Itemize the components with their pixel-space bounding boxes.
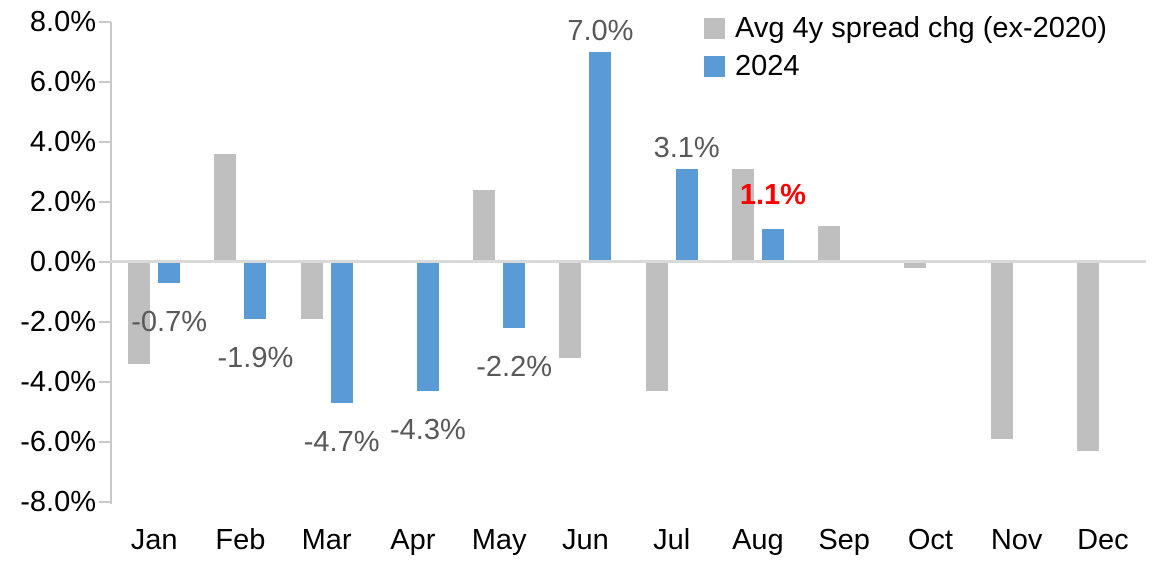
bar-avg-jan (128, 262, 151, 364)
y-tick-mark (99, 201, 111, 203)
legend-label-2024: 2024 (735, 50, 800, 82)
legend-swatch-gray (704, 18, 725, 39)
bar-avg-mar (300, 262, 323, 319)
legend-label-avg-4y-spread: Avg 4y spread chg (ex-2020) (735, 12, 1107, 44)
y-tick-label: -2.0% (20, 306, 96, 338)
x-tick-label-sep: Sep (818, 524, 870, 556)
y-tick-mark (99, 141, 111, 143)
y-tick-mark (99, 501, 111, 503)
x-tick-label-jun: Jun (561, 524, 609, 556)
y-tick-label: -6.0% (20, 426, 96, 458)
bar-avg-jun (559, 262, 582, 358)
bar-2024-mar (330, 262, 353, 403)
y-tick-mark (99, 21, 111, 23)
data-label-mar: -4.7% (303, 426, 380, 458)
y-tick-label: 8.0% (29, 6, 96, 38)
x-tick-label-may: May (471, 524, 527, 556)
legend-swatch-blue (704, 56, 725, 77)
y-axis-line (110, 22, 112, 504)
data-label-jun: 7.0% (567, 15, 634, 47)
x-tick-label-aug: Aug (732, 524, 784, 556)
y-tick-label: 2.0% (29, 186, 96, 218)
bar-avg-oct (904, 262, 927, 268)
x-tick-label-jan: Jan (130, 524, 178, 556)
x-tick-label-feb: Feb (215, 524, 266, 556)
bar-2024-aug (761, 229, 784, 262)
bar-avg-aug (731, 169, 754, 262)
x-tick-label-jul: Jul (653, 524, 691, 556)
bar-2024-feb (244, 262, 267, 319)
bar-avg-jul (645, 262, 668, 391)
x-tick-label-apr: Apr (390, 524, 436, 556)
data-label-aug: 1.1% (739, 179, 806, 211)
bar-avg-may (473, 190, 496, 262)
bar-avg-dec (1076, 262, 1099, 451)
y-tick-mark (99, 321, 111, 323)
data-label-apr: -4.3% (389, 414, 466, 446)
y-tick-label: -4.0% (20, 366, 96, 398)
zero-baseline (110, 260, 1146, 263)
data-label-jul: 3.1% (653, 132, 720, 164)
y-tick-mark (99, 261, 111, 263)
data-label-feb: -1.9% (217, 342, 294, 374)
bar-avg-feb (214, 154, 237, 262)
bar-2024-apr (416, 262, 439, 391)
x-tick-label-nov: Nov (990, 524, 1043, 556)
y-tick-label: -8.0% (20, 486, 96, 518)
x-tick-label-dec: Dec (1077, 524, 1129, 556)
bar-2024-jan (158, 262, 181, 283)
bar-avg-nov (990, 262, 1013, 439)
y-tick-mark (99, 441, 111, 443)
x-tick-label-mar: Mar (301, 524, 352, 556)
bar-avg-sep (818, 226, 841, 262)
y-tick-label: 0.0% (29, 246, 96, 278)
y-tick-label: 6.0% (29, 66, 96, 98)
data-label-jan: -0.7% (131, 306, 207, 338)
bar-2024-may (503, 262, 526, 328)
legend: Avg 4y spread chg (ex-2020) 2024 (704, 12, 1107, 83)
legend-item-2024: 2024 (704, 50, 1107, 83)
x-tick-label-oct: Oct (907, 524, 953, 556)
data-label-may: -2.2% (476, 351, 552, 383)
y-tick-mark (99, 81, 111, 83)
legend-item-avg-4y-spread: Avg 4y spread chg (ex-2020) (704, 12, 1107, 45)
bar-2024-jul (675, 169, 698, 262)
y-tick-label: 4.0% (29, 126, 96, 158)
y-tick-mark (99, 381, 111, 383)
bar-2024-jun (589, 52, 612, 262)
